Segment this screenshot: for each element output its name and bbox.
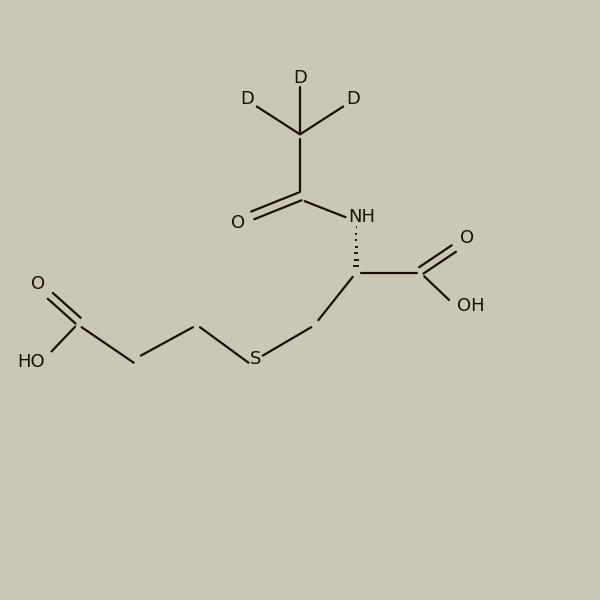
Text: OH: OH xyxy=(457,297,484,315)
Text: HO: HO xyxy=(17,353,44,371)
Text: S: S xyxy=(250,350,262,368)
Text: D: D xyxy=(293,69,307,87)
Text: NH: NH xyxy=(349,208,376,226)
Text: D: D xyxy=(346,90,360,108)
Text: D: D xyxy=(240,90,254,108)
Text: O: O xyxy=(460,229,474,247)
Text: O: O xyxy=(231,214,245,232)
Text: O: O xyxy=(31,275,46,293)
